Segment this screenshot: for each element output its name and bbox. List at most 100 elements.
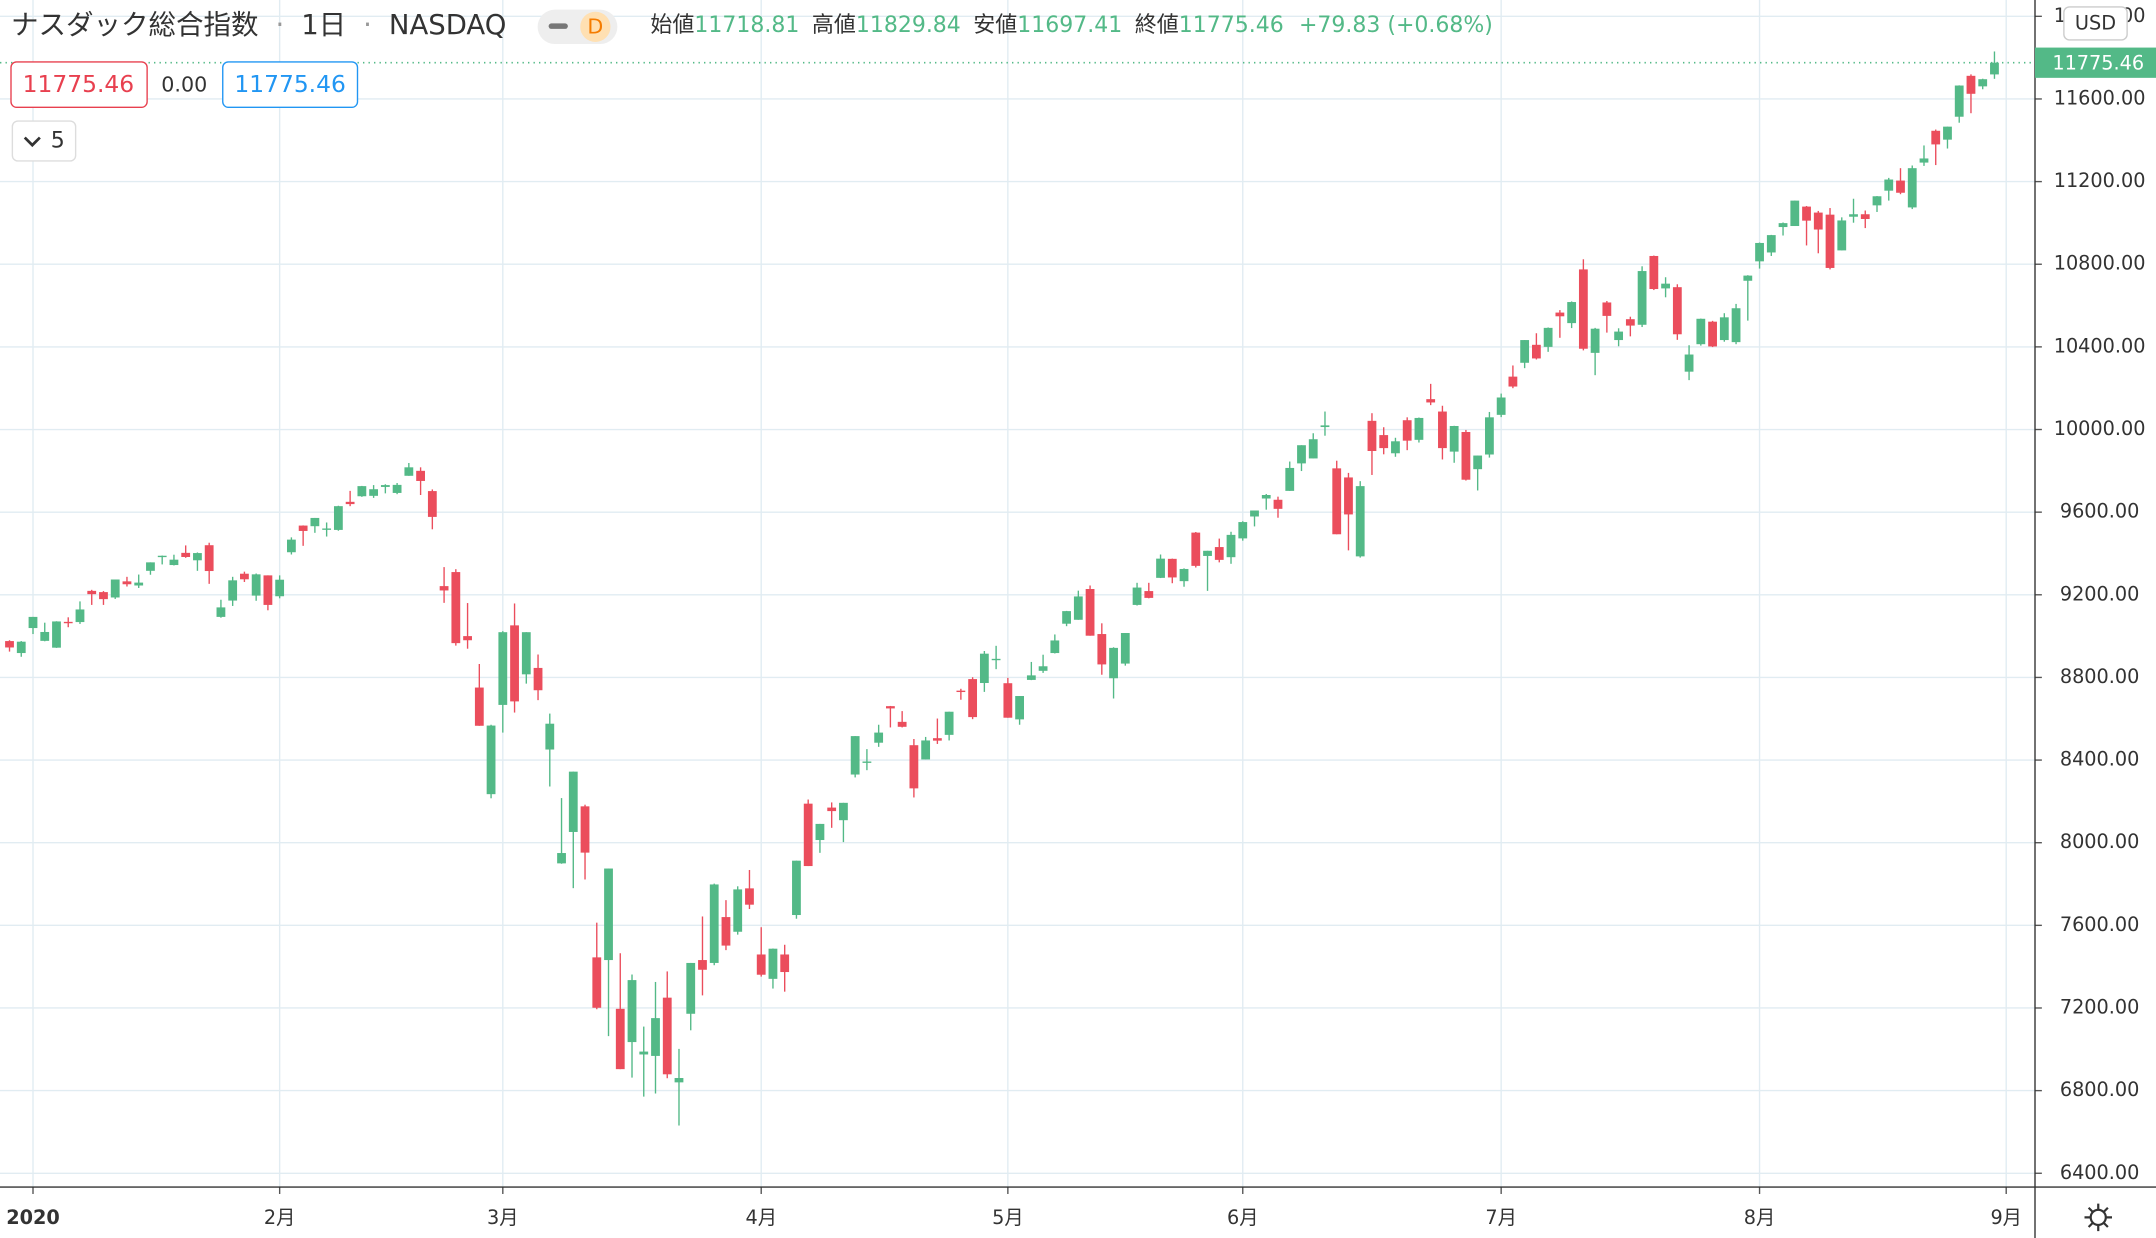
candle-body — [557, 853, 566, 864]
candle-body — [1167, 558, 1177, 578]
candle — [862, 749, 872, 771]
candle — [110, 579, 120, 599]
candle-body — [1884, 179, 1894, 191]
candle-body — [1402, 420, 1412, 441]
minus-icon — [548, 23, 568, 29]
ohlc-value: 11697.41 — [1017, 13, 1122, 38]
candle-body — [193, 553, 202, 561]
candle-body — [275, 579, 285, 597]
candle — [568, 771, 578, 889]
candle — [1297, 445, 1306, 472]
candle — [921, 736, 931, 760]
candle — [1191, 531, 1201, 568]
candle — [1907, 165, 1917, 210]
candle — [803, 799, 813, 867]
candle-body — [568, 771, 578, 832]
candle — [1614, 328, 1624, 347]
candle — [1285, 461, 1295, 491]
candle-body — [592, 957, 602, 1008]
candle-body — [510, 625, 519, 702]
candle-body — [1344, 477, 1353, 515]
candle — [886, 705, 895, 728]
candle — [1426, 383, 1436, 406]
candle-body — [1860, 214, 1870, 219]
candle-body — [1849, 214, 1858, 217]
settings-icon[interactable] — [2084, 1203, 2113, 1232]
candle — [1719, 313, 1729, 342]
candle-body — [1978, 79, 1988, 87]
currency-badge[interactable] — [2063, 6, 2128, 41]
candle-body — [1144, 591, 1154, 598]
candle-body — [1931, 130, 1941, 145]
currency: USD — [2075, 12, 2116, 35]
candle — [345, 490, 355, 507]
candle — [686, 962, 696, 1031]
candle-body — [1414, 417, 1424, 440]
candle-body — [909, 745, 919, 789]
exchange: NASDAQ — [389, 9, 506, 41]
candle-body — [451, 572, 461, 644]
candle-body — [1520, 340, 1530, 363]
candle — [662, 971, 672, 1079]
chevron-icon — [23, 136, 41, 148]
candle — [1708, 320, 1717, 348]
candle-body — [1508, 376, 1518, 387]
candle — [1355, 481, 1365, 558]
x-tick-label: 9月 — [1990, 1206, 2021, 1229]
y-tick-label: 8400.00 — [2060, 748, 2140, 771]
candle — [1097, 623, 1107, 675]
candle — [839, 802, 848, 843]
candle — [204, 542, 214, 584]
candle — [815, 823, 825, 853]
candle — [1214, 538, 1224, 563]
candle-body — [1825, 214, 1835, 268]
ohlc-value: 11829.84 — [856, 13, 961, 38]
candle-body — [944, 711, 954, 735]
candle — [1367, 413, 1377, 475]
candle-body — [357, 486, 367, 497]
indicator-box[interactable] — [10, 61, 148, 108]
candle — [216, 599, 226, 618]
indicator-lower: 11775.46 — [234, 70, 345, 98]
candle-body — [1261, 495, 1271, 499]
collapse-button[interactable] — [11, 120, 77, 162]
candle-body — [1109, 647, 1118, 679]
candle — [733, 886, 743, 935]
candle-body — [427, 491, 437, 517]
candle — [874, 724, 884, 747]
candle-body — [1567, 302, 1577, 324]
resolution-badge: D — [587, 15, 603, 39]
candle — [1050, 634, 1060, 654]
candle — [451, 569, 461, 646]
candle-body — [815, 823, 825, 841]
candle-body — [216, 607, 226, 617]
candle-body — [310, 517, 320, 527]
separator: · — [363, 9, 372, 41]
plot-area — [0, 0, 2035, 1188]
candle — [991, 645, 1001, 670]
indicator-box[interactable] — [222, 61, 359, 108]
candle-body — [134, 582, 144, 586]
candle-body — [333, 506, 343, 530]
candle — [1391, 437, 1400, 457]
candle-body — [263, 575, 273, 605]
candle-body — [698, 960, 707, 970]
candle — [463, 603, 472, 649]
ohlc-label: 終値 — [1135, 13, 1179, 38]
candle — [1485, 411, 1494, 458]
candle-body — [521, 632, 531, 675]
candle — [1238, 521, 1248, 541]
candle — [1625, 316, 1635, 337]
x-tick-label: 7月 — [1485, 1206, 1516, 1229]
candle-body — [181, 552, 191, 557]
candle-body — [745, 888, 754, 905]
candle — [1661, 277, 1670, 298]
candle-body — [1332, 468, 1342, 535]
candle-body — [733, 889, 743, 932]
candle-body — [874, 732, 884, 743]
last-price-tag — [2035, 47, 2156, 78]
candle-body — [169, 559, 179, 566]
candle — [263, 575, 273, 611]
candle — [369, 485, 379, 498]
candle-body — [1672, 287, 1682, 335]
